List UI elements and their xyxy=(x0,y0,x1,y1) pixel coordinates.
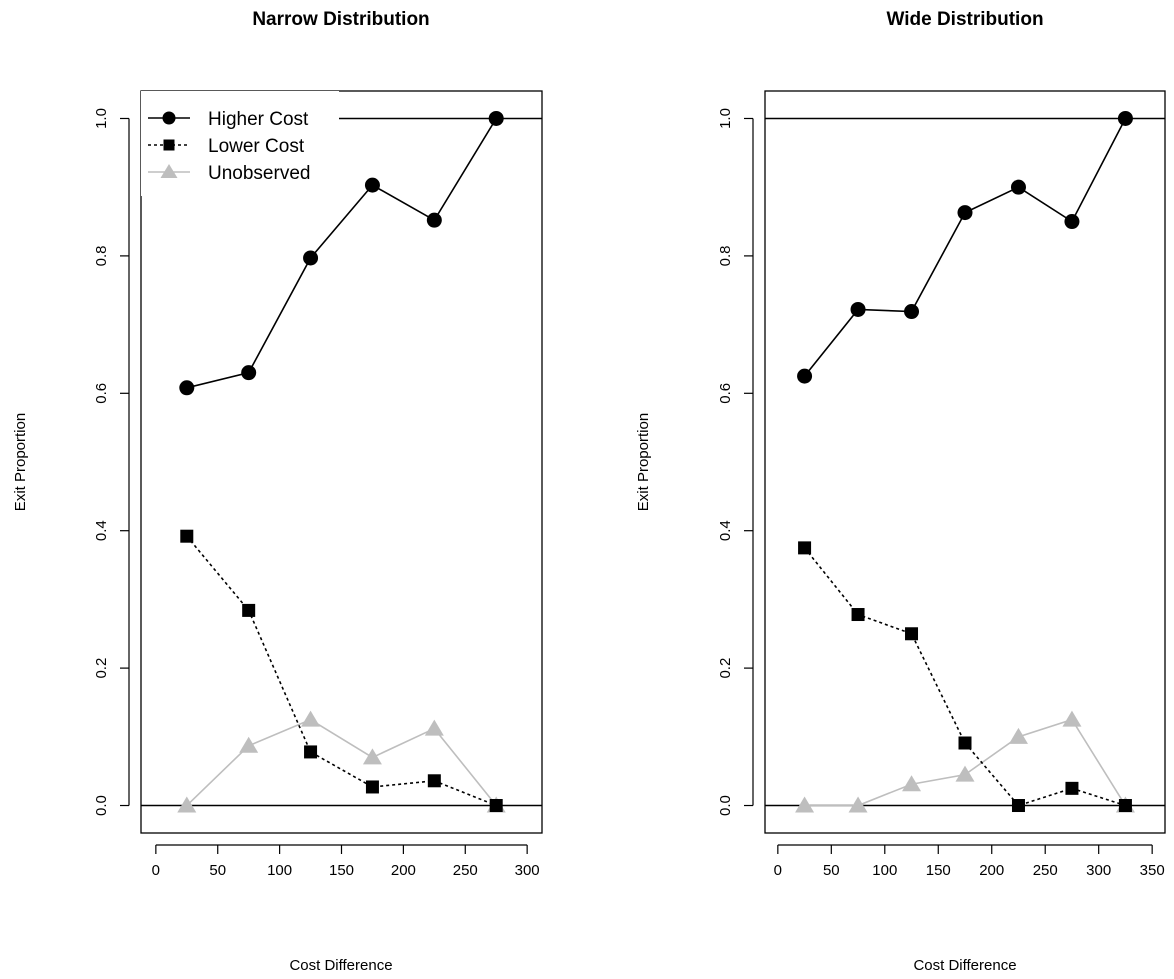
x-tick-label: 150 xyxy=(926,862,951,879)
plot-frame xyxy=(140,90,543,834)
y-tick-label: 0.4 xyxy=(717,520,734,541)
series-higher-cost xyxy=(179,110,504,396)
legend-marker-square xyxy=(163,139,175,151)
data-point-circle xyxy=(850,301,866,317)
x-tick-label: 300 xyxy=(1086,862,1111,879)
data-point-square xyxy=(905,627,919,641)
y-tick-label: 0.2 xyxy=(93,658,110,679)
x-tick-label: 250 xyxy=(1033,862,1058,879)
chart-panel-2: Wide Distribution 0 50 100 150 200 250 300 350 0.… xyxy=(635,9,1166,974)
y-tick-label: 0.8 xyxy=(93,245,110,266)
data-point-square xyxy=(851,608,865,622)
chart-panel-1: Narrow Distribution 0 50 100 150 200 250 300 0.0… xyxy=(12,9,543,974)
data-point-circle xyxy=(1064,214,1080,230)
data-point-square xyxy=(365,780,379,794)
series-line xyxy=(186,535,497,807)
y-tick-label: 0.2 xyxy=(717,658,734,679)
data-point-circle xyxy=(241,365,257,381)
x-tick-label: 250 xyxy=(453,862,478,879)
series-line xyxy=(186,118,497,389)
y-tick-label: 0.0 xyxy=(93,795,110,816)
data-point-triangle xyxy=(1062,710,1082,727)
y-tick-label: 0.4 xyxy=(93,520,110,541)
data-point-square xyxy=(1011,799,1025,813)
data-point-square xyxy=(304,745,318,759)
data-point-circle xyxy=(1117,110,1133,126)
chart-title: Narrow Distribution xyxy=(252,9,429,30)
series-lower-cost xyxy=(180,529,503,813)
legend-marker-triangle xyxy=(160,164,178,178)
data-point-triangle xyxy=(795,796,815,813)
y-axis-label: Exit Proportion xyxy=(635,413,652,511)
legend-label: Unobserved xyxy=(208,163,310,184)
series-unobserved xyxy=(177,710,506,813)
x-tick-label: 0 xyxy=(774,862,782,879)
data-point-triangle xyxy=(902,775,922,792)
data-point-circle xyxy=(1010,179,1026,195)
x-tick-label: 150 xyxy=(329,862,354,879)
data-point-circle xyxy=(303,250,319,266)
x-axis-label: Cost Difference xyxy=(289,957,392,974)
legend-label: Lower Cost xyxy=(208,136,305,157)
x-tick-label: 100 xyxy=(872,862,897,879)
x-tick-label: 0 xyxy=(152,862,160,879)
data-point-square xyxy=(798,541,812,555)
y-tick-label: 1.0 xyxy=(717,108,734,129)
data-point-square xyxy=(1118,799,1132,813)
x-tick-label: 350 xyxy=(1140,862,1165,879)
series-line xyxy=(186,718,497,807)
series-unobserved xyxy=(795,710,1135,813)
chart-title: Wide Distribution xyxy=(886,9,1043,30)
x-tick-label: 200 xyxy=(979,862,1004,879)
y-tick-label: 0.6 xyxy=(93,383,110,404)
data-point-square xyxy=(180,529,194,543)
x-tick-label: 300 xyxy=(515,862,540,879)
x-axis-label: Cost Difference xyxy=(913,957,1016,974)
data-point-square xyxy=(427,774,441,788)
plot-frame xyxy=(764,90,1166,834)
data-point-square xyxy=(958,736,972,750)
y-tick-label: 1.0 xyxy=(93,108,110,129)
legend-label: Higher Cost xyxy=(208,109,309,130)
data-point-triangle xyxy=(1008,727,1028,744)
data-point-triangle xyxy=(239,736,259,753)
data-point-triangle xyxy=(301,710,321,727)
data-point-circle xyxy=(426,212,442,228)
x-tick-label: 200 xyxy=(391,862,416,879)
y-tick-label: 0.6 xyxy=(717,383,734,404)
legend: Higher Cost Lower Cost Unobserved xyxy=(141,91,339,196)
x-tick-label: 50 xyxy=(209,862,226,879)
data-point-circle xyxy=(364,177,380,193)
data-point-triangle xyxy=(424,719,444,736)
series-lower-cost xyxy=(798,541,1132,813)
y-tick-label: 0.0 xyxy=(717,795,734,816)
data-point-triangle xyxy=(955,765,975,782)
legend-marker-circle xyxy=(162,111,176,125)
data-point-square xyxy=(242,603,256,617)
series-higher-cost xyxy=(797,110,1133,384)
data-point-circle xyxy=(904,304,920,320)
data-point-square xyxy=(489,799,503,813)
y-tick-label: 0.8 xyxy=(717,245,734,266)
data-point-circle xyxy=(488,110,504,126)
data-point-triangle xyxy=(177,796,197,813)
data-point-square xyxy=(1065,781,1079,795)
data-point-circle xyxy=(179,380,195,396)
data-point-circle xyxy=(797,368,813,384)
data-point-triangle xyxy=(848,796,868,813)
data-point-circle xyxy=(957,205,973,221)
y-axis-label: Exit Proportion xyxy=(12,413,29,511)
x-tick-label: 100 xyxy=(267,862,292,879)
x-tick-label: 50 xyxy=(823,862,840,879)
data-point-triangle xyxy=(362,748,382,765)
series-line xyxy=(803,118,1127,377)
